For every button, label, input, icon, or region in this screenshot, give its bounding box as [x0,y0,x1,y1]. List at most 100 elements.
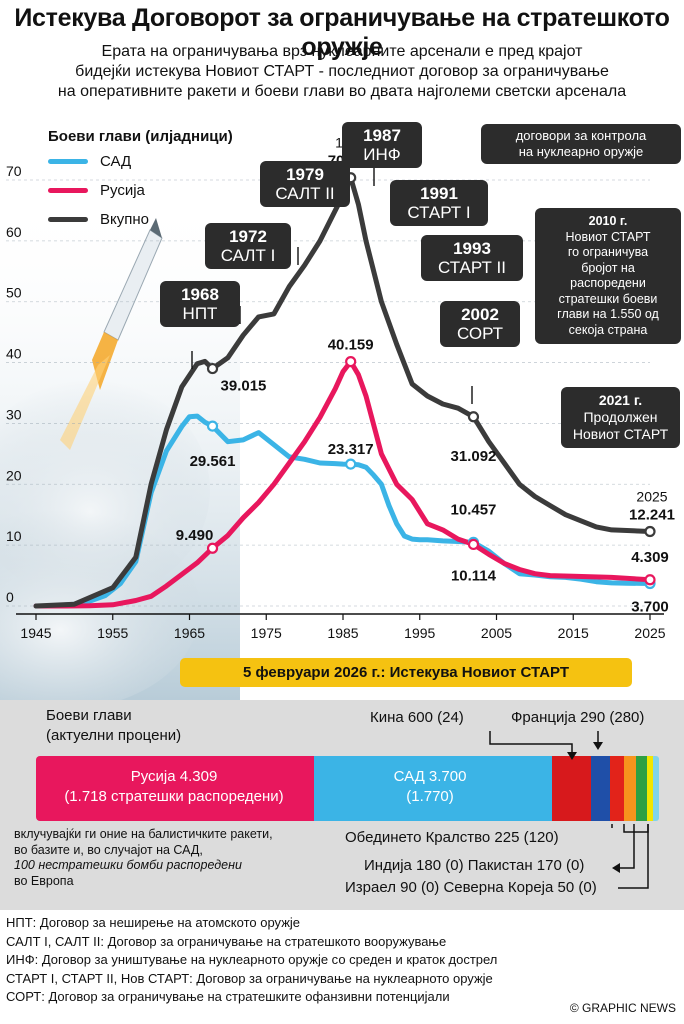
note-line: 2021 г. [598,392,643,408]
note-line: договори за контрола [515,128,647,143]
data-label: 12.241 [629,507,675,524]
data-point [345,458,357,470]
data-point [206,420,219,432]
arsenal-line-chart: 0 10 20 30 40 50 60 70 1945 1955 1965 1975 1985 1995 2… [6,135,675,641]
note-line: Новиот СТАРТ [572,426,669,442]
treaty-name: ИНФ [363,145,401,164]
control-treaties-note: договори за контрола на нуклеарно оружје [481,124,681,164]
series-line [33,359,653,609]
data-point [467,411,480,423]
glossary-line: СТАРТ I, СТАРТ II, Нов СТАРТ: Договор за… [6,970,493,986]
new-start-2021-note: 2021 г. Продолжен Новиот СТАРТ [561,387,680,448]
bar-segment [591,756,610,821]
note-line: стратешки боеви [558,291,658,306]
note-line: 2010 г. [588,214,628,228]
russia-deployed: (1.718 стратешки распоредени) [64,788,284,805]
treaty-year: 1979 [286,165,324,184]
note-line: секоја страна [568,322,648,337]
subtitle: Ерата на ограничувања врз нуклеарните ар… [20,42,664,102]
data-point [467,538,480,551]
footnote-line: 100 нестратешки бомби распоредени [14,858,242,872]
x-tick-label: 1955 [97,625,128,641]
glossary-line: САЛТ I, САЛТ II: Договор за ограничување… [6,933,447,949]
x-tick-label: 1995 [404,625,435,641]
note-line: го ограничува [567,245,649,259]
china-label: Кина 600 (24) [370,709,464,726]
note-line: Новиот СТАРТ [565,229,651,244]
footnote-line: вклучувајќи ги оние на балистичките раке… [14,827,273,841]
data-label: 31.092 [451,448,497,465]
treaty-name: СОРТ [456,324,504,343]
usa-total: САД 3.700 [393,768,467,785]
warheads-title-line: (актуелни процени) [46,727,182,744]
expiry-banner: 5 февруари 2026 г.: Истекува Новиот СТАР… [180,658,632,687]
x-tick-label: 1965 [174,625,205,641]
page-title: Истекува Договорот за ограничување на ст… [14,4,670,61]
glossary-line: СОРТ: Договор за ограничување на стратеш… [6,989,450,1004]
bar-segment [609,756,625,821]
legend-swatch [48,188,88,193]
legend-item-usa: САД [48,153,131,170]
y-tick-label: 40 [6,346,22,362]
y-tick-label: 60 [6,224,22,240]
note-line: распоредени [570,276,646,290]
data-label: 23.317 [328,441,374,458]
data-label: 4.309 [631,549,669,566]
chart-axis: 0 10 20 30 40 50 60 70 1945 1955 1965 1975 1985 1995 2… [6,163,666,641]
x-tick-label: 1945 [20,625,51,641]
y-tick-label: 70 [6,163,22,179]
x-tick-label: 1975 [251,625,282,641]
note-line: Продолжен [583,409,658,425]
subtitle-line: Ерата на ограничувања врз нуклеарните ар… [101,43,583,60]
note-line: глави на 1.550 од [557,307,659,321]
footnote-line: во Европа [14,873,74,888]
usa-bar-label: САД 3.700 (1.770) [312,767,548,807]
treaty-npt: 1968 НПТ [160,281,240,327]
treaty-year: 1972 [229,227,267,246]
data-label: 40.159 [328,337,374,354]
data-point [206,542,219,554]
note-line: на нуклеарно оружје [518,144,644,159]
data-label: 3.700 [631,598,669,615]
treaty-name: НПТ [182,304,218,323]
israel-nk-label: Израел 90 (0) Северна Кореја 50 (0) [345,879,597,896]
bar-segment [646,756,653,821]
data-point [644,525,656,538]
data-label: 10.457 [451,501,497,518]
treaty-name: СТАРТ I [407,203,471,222]
data-label: 39.015 [221,378,267,395]
y-tick-label: 20 [6,467,22,483]
warheads-footnote: вклучувајќи ги оние на балистичките раке… [14,827,344,889]
data-point [206,362,219,375]
treaty-sort: 2002 СОРТ [440,301,520,347]
treaty-year: 1993 [453,239,491,258]
bar-segment [636,756,647,821]
y-tick-label: 30 [6,406,22,422]
y-tick-label: 0 [6,589,14,605]
treaty-name: САЛТ I [220,246,276,265]
glossary-line: НПТ: Договор за неширење на атомското ор… [6,915,301,930]
legend-label: САД [100,153,132,170]
bar-segment [552,756,592,821]
data-label: 9.490 [176,527,214,544]
footnote-line: во базите и, во случајот на САД, [14,842,203,857]
bar-segment [652,756,659,821]
india-pakistan-label: Индија 180 (0) Пакистан 170 (0) [364,857,585,874]
treaty-year: 1991 [420,184,458,203]
chart-points [206,172,656,590]
data-year-label: 2025 [636,489,667,505]
y-tick-label: 10 [6,528,22,544]
y-tick-label: 50 [6,285,22,301]
note-line: бројот на [581,260,635,275]
uk-label: Обединето Кралство 225 (120) [345,829,559,846]
legend-label: Вкупно [100,211,149,228]
data-point [345,356,357,368]
treaty-name: САЛТ II [275,184,335,203]
treaty-salt-2: 1979 САЛТ II [260,161,350,207]
treaty-year: 2002 [461,305,499,324]
warheads-title-line: Боеви глави [46,707,132,724]
treaty-year: 1968 [181,285,219,304]
data-point [644,574,656,586]
russia-bar-label: Русија 4.309 (1.718 стратешки распореден… [36,767,312,807]
chart-annotations: 39.01570.374198631.09212.241202529.56123… [176,135,675,616]
